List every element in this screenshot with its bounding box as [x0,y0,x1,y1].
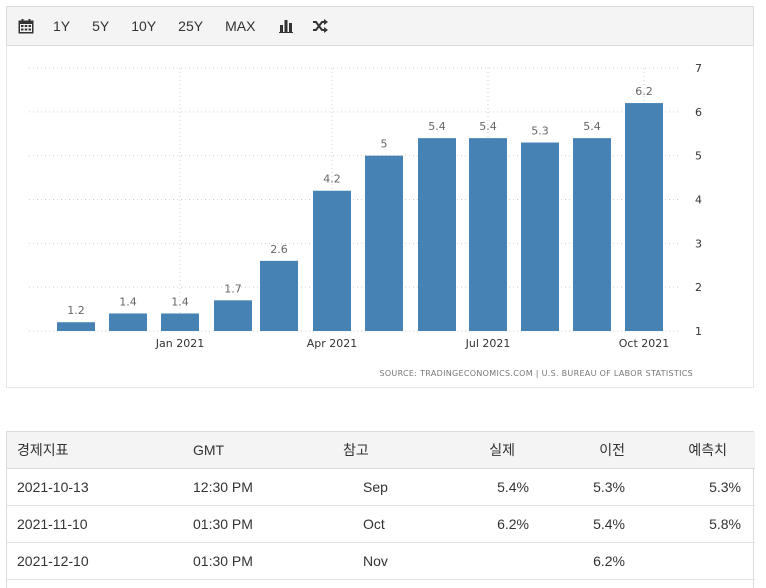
shuffle-icon[interactable] [311,17,329,35]
calendar-table: 경제지표 GMT 참고 실제 이전 예측치 2021-10-13 12:30 P… [7,432,755,580]
chart-bar [573,138,611,331]
cell-previous: 5.4% [593,515,625,532]
chart-bar [521,142,559,331]
cell-forecast [639,542,755,579]
x-tick-label: Oct 2021 [619,337,670,350]
x-tick-label: Apr 2021 [307,337,358,350]
header-actual: 실제 [433,432,543,469]
table-row: 2021-10-13 12:30 PM Sep 5.4% 5.3% 5.3% [7,468,755,505]
y-tick-label: 5 [695,150,702,163]
cell-actual: 5.4% [497,478,529,495]
range-1y-button[interactable]: 1Y [53,18,71,34]
table-row: 2021-12-10 01:30 PM Nov 6.2% [7,542,755,579]
header-forecast: 예측치 [639,432,755,469]
cell-gmt: 01:30 PM [193,552,253,569]
y-tick-label: 4 [695,194,702,207]
chart-bar [214,300,252,331]
chart-bar [313,190,351,331]
chart-bar [469,138,507,331]
y-tick-label: 3 [695,237,702,250]
cell-actual [433,542,543,579]
cell-reference: Sep [363,478,388,495]
chart-bar [57,322,95,331]
bar-data-label: 6.2 [635,85,653,98]
chart-bar [625,103,663,331]
bar-data-label: 1.2 [67,304,85,317]
cell-reference: Oct [363,515,385,532]
cell-previous: 5.3% [593,478,625,495]
bar-data-label: 5.3 [531,125,549,138]
bar-data-label: 1.4 [171,295,189,308]
bar-data-label: 5.4 [428,120,446,133]
bar-data-label: 1.4 [119,295,137,308]
range-10y-button[interactable]: 10Y [131,18,157,34]
cell-forecast: 5.8% [709,515,741,532]
range-5y-button[interactable]: 5Y [92,18,110,34]
range-25y-button[interactable]: 25Y [178,18,204,34]
table-row: 2021-11-10 01:30 PM Oct 6.2% 5.4% 5.8% [7,505,755,542]
chart-bar [260,260,298,331]
y-tick-label: 7 [695,62,702,75]
cell-reference: Nov [363,552,388,569]
cell-previous: 6.2% [593,552,625,569]
chart-bar [109,313,147,331]
bar-chart-icon[interactable] [277,17,295,35]
header-indicator: 경제지표 [7,432,183,469]
table-header-row: 경제지표 GMT 참고 실제 이전 예측치 [7,432,755,469]
y-tick-label: 2 [695,281,702,294]
bar-data-label: 5.4 [479,120,497,133]
chart-source-text: SOURCE: TRADINGECONOMICS.COM | U.S. BURE… [379,369,693,378]
chart-bar [418,138,456,331]
y-tick-label: 6 [695,106,702,119]
cell-date: 2021-10-13 [17,478,89,495]
calendar-icon[interactable] [17,17,35,35]
y-tick-label: 1 [695,325,702,338]
x-tick-label: Jul 2021 [465,337,511,350]
chart-container: 1 2 3 4 5 6 7 Jan 2021 Apr 2021 Jul 2021 Oct 2021 1… [6,46,754,388]
cell-gmt: 01:30 PM [193,515,253,532]
bar-data-label: 2.6 [270,243,288,256]
header-previous: 이전 [543,432,639,469]
chart-bar [161,313,199,331]
header-gmt: GMT [183,432,333,469]
cell-date: 2021-12-10 [17,552,89,569]
calendar-table-container: 경제지표 GMT 참고 실제 이전 예측치 2021-10-13 12:30 P… [6,431,755,588]
range-max-button[interactable]: MAX [225,18,256,34]
chart-toolbar: 1Y 5Y 10Y 25Y MAX [6,6,754,46]
bar-data-label: 5 [381,138,388,151]
bar-data-label: 1.7 [224,282,242,295]
cell-date: 2021-11-10 [17,515,88,532]
x-tick-label: Jan 2021 [155,337,204,350]
cell-forecast: 5.3% [709,478,741,495]
cell-gmt: 12:30 PM [193,478,253,495]
bar-data-label: 5.4 [583,120,601,133]
bar-data-label: 4.2 [323,173,341,186]
header-reference: 참고 [333,432,433,469]
chart-bar [365,155,403,331]
cell-actual: 6.2% [497,515,529,532]
bar-chart: 1 2 3 4 5 6 7 Jan 2021 Apr 2021 Jul 2021 Oct 2021 1… [29,62,702,378]
